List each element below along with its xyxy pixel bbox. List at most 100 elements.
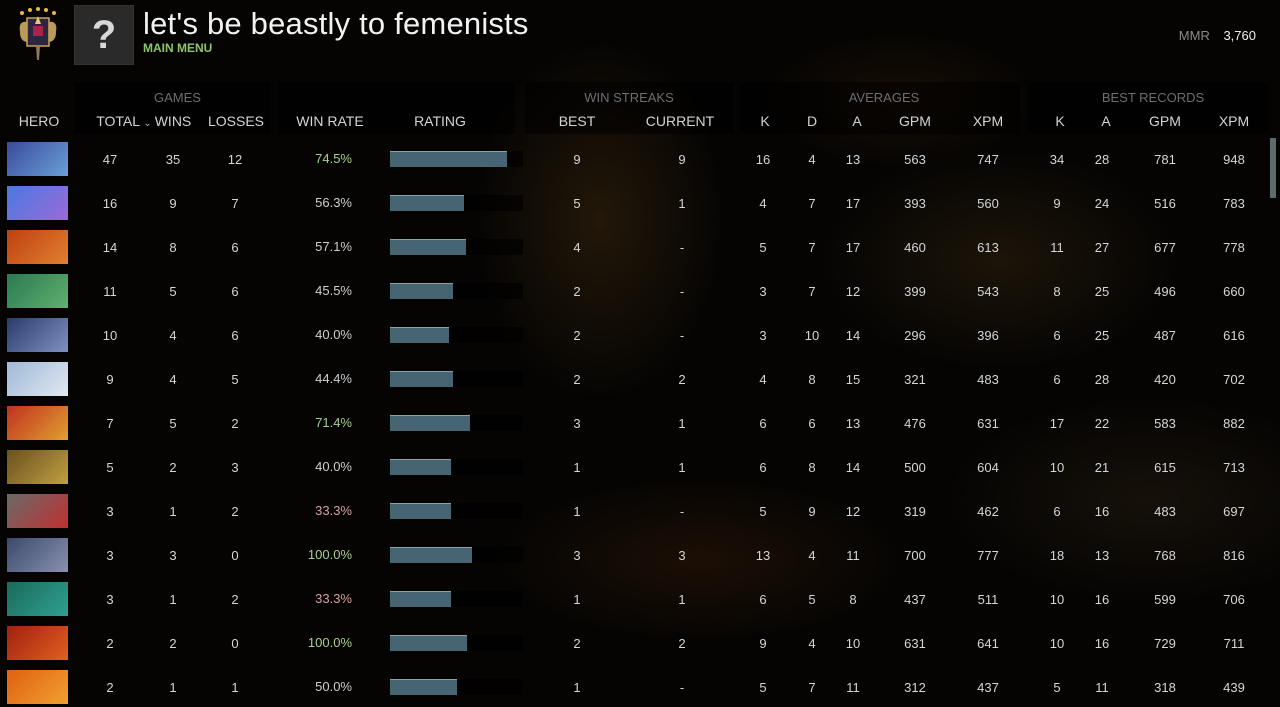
col-avg-kills[interactable]: K — [760, 113, 770, 129]
cell-best-gpm: 318 — [1154, 680, 1176, 695]
col-avg-assists[interactable]: A — [852, 113, 862, 129]
rating-bar-fill — [390, 239, 466, 255]
cell-avg-deaths: 10 — [804, 328, 820, 343]
cell-avg-kills: 6 — [759, 460, 767, 475]
hero-vengeful-spirit-icon[interactable] — [7, 318, 68, 352]
cell-avg-assists: 12 — [845, 504, 861, 519]
cell-avg-xpm: 631 — [977, 416, 999, 431]
cell-best-xpm: 706 — [1223, 592, 1245, 607]
hero-clockwerk-icon[interactable] — [7, 494, 68, 528]
table-row[interactable]: 11 5 6 2 - 3 7 12 399 543 8 25 496 660 45.5% — [0, 270, 1270, 314]
col-avg-gpm[interactable]: GPM — [899, 113, 931, 129]
cell-avg-assists: 17 — [845, 196, 861, 211]
hero-riki-icon[interactable] — [7, 142, 68, 176]
col-best-gpm[interactable]: GPM — [1149, 113, 1181, 129]
cell-best-xpm: 711 — [1223, 636, 1245, 651]
hero-drow-ranger-icon[interactable] — [7, 538, 68, 572]
col-best-kills[interactable]: K — [1055, 113, 1065, 129]
table-row[interactable]: 2 1 1 1-5 7 11 312 437 5 11 318 439 50.0% — [0, 666, 1270, 707]
col-avg-xpm[interactable]: XPM — [972, 113, 1004, 129]
col-best-assists[interactable]: A — [1101, 113, 1111, 129]
rating-bar-track — [390, 415, 523, 431]
cell-avg-deaths: 5 — [808, 592, 816, 607]
cell-best-streak: 3 — [573, 548, 581, 563]
cell-avg-kills: 16 — [755, 152, 771, 167]
table-row[interactable]: 2 2 0 2 2 9 4 10 631 641 10 16 729 711 100.0% — [0, 622, 1270, 666]
cell-best-streak: 2 — [573, 328, 581, 343]
cell-current-streak: 2 — [678, 636, 686, 651]
table-row[interactable]: 3 3 0 3 3 13 4 11 700 777 18 13 768 816 100.0% — [0, 534, 1270, 578]
player-avatar[interactable]: ? — [74, 5, 134, 65]
streaks-group-bg — [525, 82, 733, 134]
cell-wins: 8 — [169, 240, 177, 255]
col-rating[interactable]: RATING — [414, 113, 466, 129]
hero-shadow-demon-icon[interactable] — [7, 626, 68, 660]
col-hero[interactable]: HERO — [18, 113, 60, 129]
cell-avg-kills: 5 — [759, 240, 767, 255]
group-averages: AVERAGES — [848, 90, 920, 105]
hero-puck-icon[interactable] — [7, 186, 68, 220]
table-row[interactable]: 5 2 3 1 1 6 8 14 500 604 10 21 615 713 40.0% — [0, 446, 1270, 490]
rating-bar-track — [390, 591, 523, 607]
cell-best-assists: 24 — [1094, 196, 1110, 211]
rating-bar-fill — [390, 679, 457, 695]
hero-lina-icon[interactable] — [7, 670, 68, 704]
cell-total-games: 3 — [106, 592, 114, 607]
table-row[interactable]: 7 5 2 3 1 6 6 13 476 631 17 22 583 882 71.4% — [0, 402, 1270, 446]
col-current-streak[interactable]: CURRENT — [645, 113, 715, 129]
table-row[interactable]: 9 4 5 2 2 4 8 15 321 483 6 28 420 702 44.4% — [0, 358, 1270, 402]
rating-bar-fill — [390, 635, 468, 651]
hero-skywrath-mage-icon[interactable] — [7, 406, 68, 440]
cell-avg-kills: 3 — [759, 284, 767, 299]
cell-best-kills: 6 — [1053, 372, 1061, 387]
rating-bar-track — [390, 151, 523, 167]
cell-avg-kills: 6 — [759, 416, 767, 431]
table-row[interactable]: 3 1 2 1 1 6 5 8 437 511 10 16 599 706 33.3% — [0, 578, 1270, 622]
col-avg-deaths[interactable]: D — [806, 113, 818, 129]
hero-tidehunter-icon[interactable] — [7, 274, 68, 308]
hero-sand-king-icon[interactable] — [7, 450, 68, 484]
cell-losses: 7 — [231, 196, 239, 211]
col-total[interactable]: TOTAL ⌄ — [84, 113, 164, 129]
col-wins[interactable]: WINS — [154, 113, 192, 129]
col-win-rate[interactable]: WIN RATE — [296, 113, 364, 129]
cell-avg-xpm: 396 — [977, 328, 999, 343]
cell-win-rate: 56.3% — [315, 195, 352, 210]
cell-best-xpm: 778 — [1223, 240, 1245, 255]
scrollbar-thumb[interactable] — [1270, 138, 1276, 198]
table-row[interactable]: 47 35 12 9 9 16 4 13 563 747 34 28 781 948 74.5% — [0, 138, 1270, 182]
cell-avg-gpm: 319 — [904, 504, 926, 519]
table-row[interactable]: 3 1 2 1-5 9 12 319 462 6 16 483 697 33.3% — [0, 490, 1270, 534]
cell-best-assists: 16 — [1094, 592, 1110, 607]
cell-best-kills: 34 — [1049, 152, 1065, 167]
cell-best-xpm: 616 — [1223, 328, 1245, 343]
col-best-streak[interactable]: BEST — [558, 113, 596, 129]
table-row[interactable]: 10 4 6 2 - 3 10 14 296 396 6 25 487 616 40.0% — [0, 314, 1270, 358]
rating-bar-fill — [390, 327, 449, 343]
player-name: let's be beastly to femenists — [143, 6, 529, 41]
cell-best-xpm: 816 — [1223, 548, 1245, 563]
cell-total-games: 2 — [106, 636, 114, 651]
cell-avg-assists: 12 — [845, 284, 861, 299]
cell-best-xpm: 660 — [1223, 284, 1245, 299]
cell-best-streak: 5 — [573, 196, 581, 211]
cell-losses: 2 — [231, 504, 239, 519]
cell-avg-xpm: 777 — [977, 548, 999, 563]
cell-best-streak: 1 — [573, 592, 581, 607]
table-row[interactable]: 14 8 6 4 - 5 7 17 460 613 11 27 677 778 57.1% — [0, 226, 1270, 270]
table-row[interactable]: 16 9 7 5 1 4 7 17 393 560 9 24 516 783 56.3% — [0, 182, 1270, 226]
col-losses[interactable]: LOSSES — [207, 113, 265, 129]
cell-best-xpm: 702 — [1223, 372, 1245, 387]
cell-avg-gpm: 312 — [904, 680, 926, 695]
main-menu-link[interactable]: MAIN MENU — [143, 41, 213, 55]
best-records-group-bg — [1028, 82, 1268, 134]
rating-bar-track — [390, 503, 523, 519]
table-scrollbar[interactable] — [1270, 138, 1276, 707]
hero-earthshaker-icon[interactable] — [7, 230, 68, 264]
cell-losses: 6 — [231, 240, 239, 255]
hero-weaver-icon[interactable] — [7, 582, 68, 616]
col-best-xpm[interactable]: XPM — [1218, 113, 1250, 129]
cell-win-rate: 100.0% — [307, 547, 352, 562]
cell-avg-assists: 13 — [845, 416, 861, 431]
hero-crystal-maiden-icon[interactable] — [7, 362, 68, 396]
